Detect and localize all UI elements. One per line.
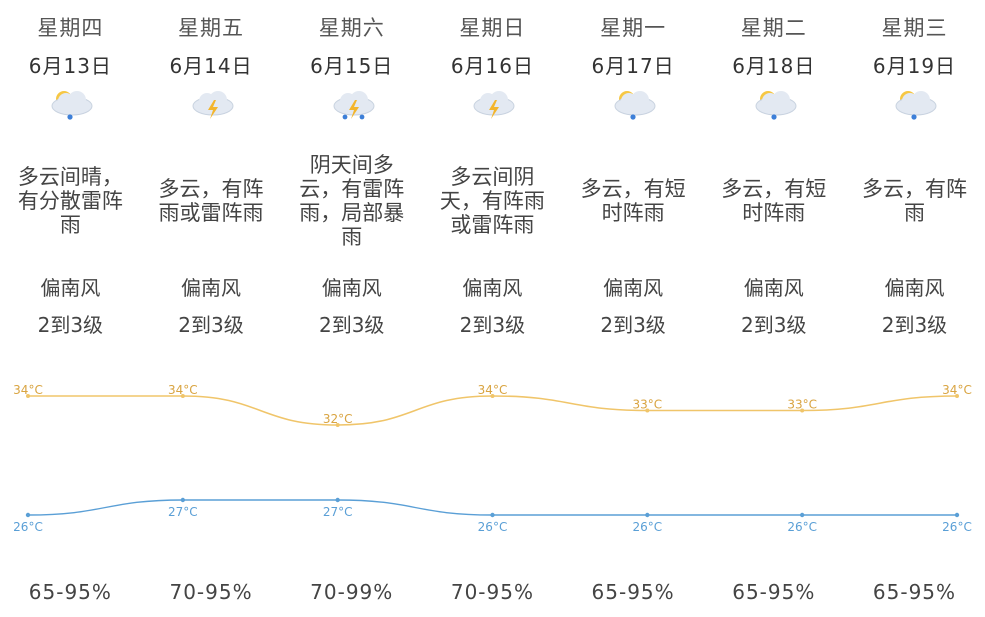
wind-direction: 偏南风 xyxy=(743,276,804,300)
day-column-3: 星期日 6月16日 多云间阴天，有阵雨或雷阵雨 偏南风 2到3级 70-95% xyxy=(422,0,563,617)
weekday-label: 星期一 xyxy=(600,16,667,40)
weather-description: 多云，有短时阵雨 xyxy=(721,177,827,225)
wind-direction: 偏南风 xyxy=(321,276,382,300)
wind-level: 2到3级 xyxy=(600,313,666,337)
weekday-label: 星期六 xyxy=(318,16,385,40)
thunderstorm-rain-icon xyxy=(333,91,375,120)
day-column-4: 星期一 6月17日 多云，有短时阵雨 偏南风 2到3级 65-95% xyxy=(563,0,704,617)
weather-description: 多云，有阵雨 xyxy=(861,177,967,225)
day-column-2: 星期六 6月15日 阴天间多云，有雷阵雨，局部暴雨 偏南风 2到3级 70-99… xyxy=(281,0,422,617)
humidity-range: 70-95% xyxy=(450,580,534,604)
weekday-label: 星期四 xyxy=(37,16,104,40)
day-column-0: 星期四 6月13日 多云间晴，有分散雷阵雨 偏南风 2到3级 65-95% xyxy=(0,0,141,617)
wind-level: 2到3级 xyxy=(741,313,807,337)
weather-description: 阴天间多云，有雷阵雨，局部暴雨 xyxy=(299,153,405,249)
wind-direction: 偏南风 xyxy=(40,276,101,300)
day-column-5: 星期二 6月18日 多云，有短时阵雨 偏南风 2到3级 65-95% xyxy=(703,0,844,617)
weekday-label: 星期三 xyxy=(881,16,948,40)
humidity-range: 70-99% xyxy=(310,580,394,604)
thunderstorm-icon xyxy=(192,91,234,119)
weather-description: 多云间阴天，有阵雨或雷阵雨 xyxy=(439,165,545,237)
thunderstorm-icon xyxy=(473,91,515,119)
wind-direction: 偏南风 xyxy=(884,276,945,300)
wind-direction: 偏南风 xyxy=(181,276,242,300)
cloud-rain-icon xyxy=(895,91,937,120)
day-column-6: 星期三 6月19日 多云，有阵雨 偏南风 2到3级 65-95% xyxy=(844,0,985,617)
humidity-range: 65-95% xyxy=(28,580,112,604)
date-label: 6月16日 xyxy=(450,54,534,78)
humidity-range: 70-95% xyxy=(169,580,253,604)
wind-level: 2到3级 xyxy=(881,313,948,337)
weekday-label: 星期五 xyxy=(178,16,245,40)
wind-level: 2到3级 xyxy=(459,313,526,337)
humidity-range: 65-95% xyxy=(872,580,957,604)
cloud-rain-icon xyxy=(51,91,93,120)
wind-level: 2到3级 xyxy=(318,313,385,337)
weekday-label: 星期日 xyxy=(459,16,526,40)
cloud-rain-icon xyxy=(614,91,656,120)
wind-direction: 偏南风 xyxy=(603,276,664,300)
date-label: 6月18日 xyxy=(732,54,816,78)
wind-level: 2到3级 xyxy=(178,313,244,337)
date-label: 6月14日 xyxy=(169,54,253,78)
humidity-range: 65-95% xyxy=(732,580,816,604)
wind-level: 2到3级 xyxy=(37,313,104,337)
cloud-rain-icon xyxy=(755,91,797,120)
date-label: 6月13日 xyxy=(28,54,112,78)
weekday-label: 星期二 xyxy=(740,16,807,40)
weather-description: 多云间晴，有分散雷阵雨 xyxy=(17,165,123,237)
date-label: 6月15日 xyxy=(310,54,394,78)
day-column-1: 星期五 6月14日 多云，有阵雨或雷阵雨 偏南风 2到3级 70-95% xyxy=(141,0,282,617)
weather-description: 多云，有阵雨或雷阵雨 xyxy=(158,177,264,225)
humidity-range: 65-95% xyxy=(591,580,675,604)
date-label: 6月17日 xyxy=(591,54,675,78)
weather-description: 多云，有短时阵雨 xyxy=(580,177,686,225)
date-label: 6月19日 xyxy=(872,54,957,78)
wind-direction: 偏南风 xyxy=(462,276,523,300)
